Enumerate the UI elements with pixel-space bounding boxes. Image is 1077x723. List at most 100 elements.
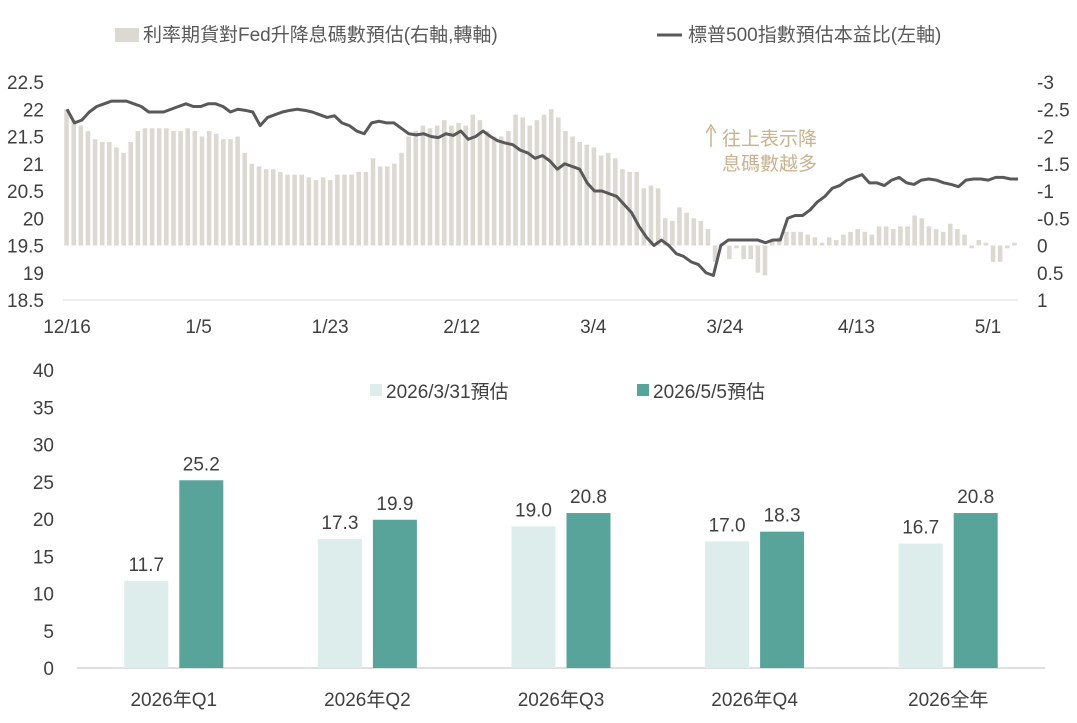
rate-bar — [513, 114, 518, 246]
rate-bar — [107, 141, 112, 246]
rate-bar — [206, 131, 212, 246]
rate-bar — [470, 114, 476, 246]
rate-bar — [242, 152, 248, 246]
rate-bar — [919, 218, 925, 246]
rate-bar — [548, 109, 554, 246]
right-axis-tick: 0.5 — [1037, 264, 1063, 285]
rate-bar — [171, 131, 176, 246]
annotation-line-1: 往上表示降 — [722, 128, 817, 150]
rate-bar — [178, 131, 183, 246]
rate-bar — [598, 155, 604, 246]
x-axis-tick: 12/16 — [43, 317, 91, 338]
rate-bar — [755, 245, 761, 273]
bottom-axes: 40 35 30 25 20 15 10 5 0 2026年Q1 2026年Q2 2026年Q3 202… — [33, 361, 1045, 711]
rate-bar — [92, 139, 98, 246]
top-line-series — [65, 99, 1018, 277]
rate-bar — [655, 188, 661, 246]
bottom-y-axis-tick: 5 — [43, 622, 54, 643]
rate-bar — [948, 223, 953, 246]
rate-bar — [534, 120, 540, 246]
rate-bar — [228, 139, 233, 246]
bar-data-label: 19.9 — [376, 494, 413, 515]
rate-bar — [570, 136, 575, 246]
legend-swatch-mar31 — [370, 384, 382, 396]
bottom-category-label: 2026年Q4 — [711, 689, 798, 711]
rate-bar — [370, 158, 376, 246]
bottom-y-axis-tick: 10 — [33, 585, 54, 606]
top-bars — [64, 109, 1017, 276]
rate-bar — [342, 174, 347, 246]
rate-bar — [213, 133, 219, 246]
rate-bar — [784, 231, 789, 246]
estimate-bar — [179, 480, 224, 668]
left-axis-tick: 21.5 — [7, 128, 44, 149]
rate-bar — [741, 245, 746, 260]
rate-bar — [335, 174, 340, 246]
left-axis-tick: 22 — [23, 100, 44, 121]
bottom-y-axis-tick: 0 — [43, 659, 54, 680]
bottom-category-label: 2026年Q3 — [518, 689, 605, 711]
rate-bar — [976, 240, 982, 246]
bar-data-label: 25.2 — [183, 454, 220, 475]
bottom-category-label: 2026全年 — [908, 689, 988, 711]
rate-bar — [292, 174, 297, 246]
rate-bar — [413, 131, 419, 246]
x-axis-tick: 3/4 — [580, 317, 607, 338]
left-axis-tick: 20.5 — [7, 182, 44, 203]
rate-bar — [969, 245, 974, 249]
rate-bar — [449, 125, 454, 246]
rate-bar — [121, 152, 126, 246]
bottom-y-axis-tick: 30 — [33, 436, 54, 457]
rate-bar — [128, 141, 133, 246]
rate-bar — [712, 245, 718, 262]
rate-bar — [192, 131, 198, 246]
annotation-line-2: 息碼數越多 — [722, 153, 817, 175]
legend-label-rate-futures: 利率期貨對Fed升降息碼數預估(右軸,轉軸) — [143, 24, 498, 46]
rate-bar — [285, 174, 290, 246]
top-axes: 22.5 22 21.5 21 20.5 20 19.5 19 18.5 -3 -2.5 -2 -1.5… — [7, 73, 1070, 338]
rate-bar — [577, 141, 582, 246]
rate-bar — [705, 229, 711, 246]
rate-bar — [434, 125, 440, 246]
estimate-bar — [372, 519, 417, 668]
rate-bar — [826, 237, 832, 246]
bottom-category-label: 2026年Q2 — [324, 689, 411, 711]
rate-bar — [926, 226, 932, 246]
bottom-category-label: 2026年Q1 — [130, 689, 217, 711]
rate-bar — [727, 245, 732, 260]
rate-bar — [377, 166, 383, 246]
bar-data-label: 20.8 — [957, 487, 994, 508]
rate-bar — [356, 171, 362, 246]
estimate-bar — [953, 513, 998, 668]
bottom-bars: 11.7 25.2 17.3 19.9 19.0 20.8 17.0 18.3 16.7 20.8 — [124, 454, 998, 668]
rate-bar — [990, 245, 996, 262]
rate-bar — [149, 128, 155, 246]
rate-bar — [442, 120, 447, 246]
rate-bar — [164, 128, 169, 246]
estimate-bar — [705, 541, 750, 668]
rate-bar — [456, 122, 461, 246]
legend-label-pe-ratio: 標普500指數預估本益比(左軸) — [688, 24, 941, 46]
x-axis-tick: 2/12 — [443, 317, 480, 338]
estimate-bar — [898, 543, 943, 668]
rate-bar — [620, 169, 625, 246]
legend-swatch-may5 — [637, 384, 649, 396]
top-legend: 利率期貨對Fed升降息碼數預估(右軸,轉軸) 標普500指數預估本益比(左軸) — [115, 24, 941, 46]
rate-bar — [876, 226, 882, 246]
rate-bar — [812, 237, 818, 246]
rate-bar — [99, 141, 105, 246]
right-axis-tick: -1.5 — [1037, 155, 1070, 176]
rate-bar — [484, 131, 490, 246]
rate-bar — [499, 136, 504, 246]
bottom-y-axis-tick: 15 — [33, 547, 54, 568]
rate-bar — [1005, 245, 1010, 249]
rate-bar — [85, 131, 91, 246]
rate-bar — [940, 231, 946, 246]
left-axis-tick: 22.5 — [7, 73, 44, 94]
rate-bar — [135, 131, 141, 246]
rate-bar — [641, 188, 647, 246]
rate-bar — [841, 234, 846, 246]
rate-bar — [320, 177, 326, 246]
annotation: 往上表示降 息碼數越多 — [705, 123, 817, 175]
